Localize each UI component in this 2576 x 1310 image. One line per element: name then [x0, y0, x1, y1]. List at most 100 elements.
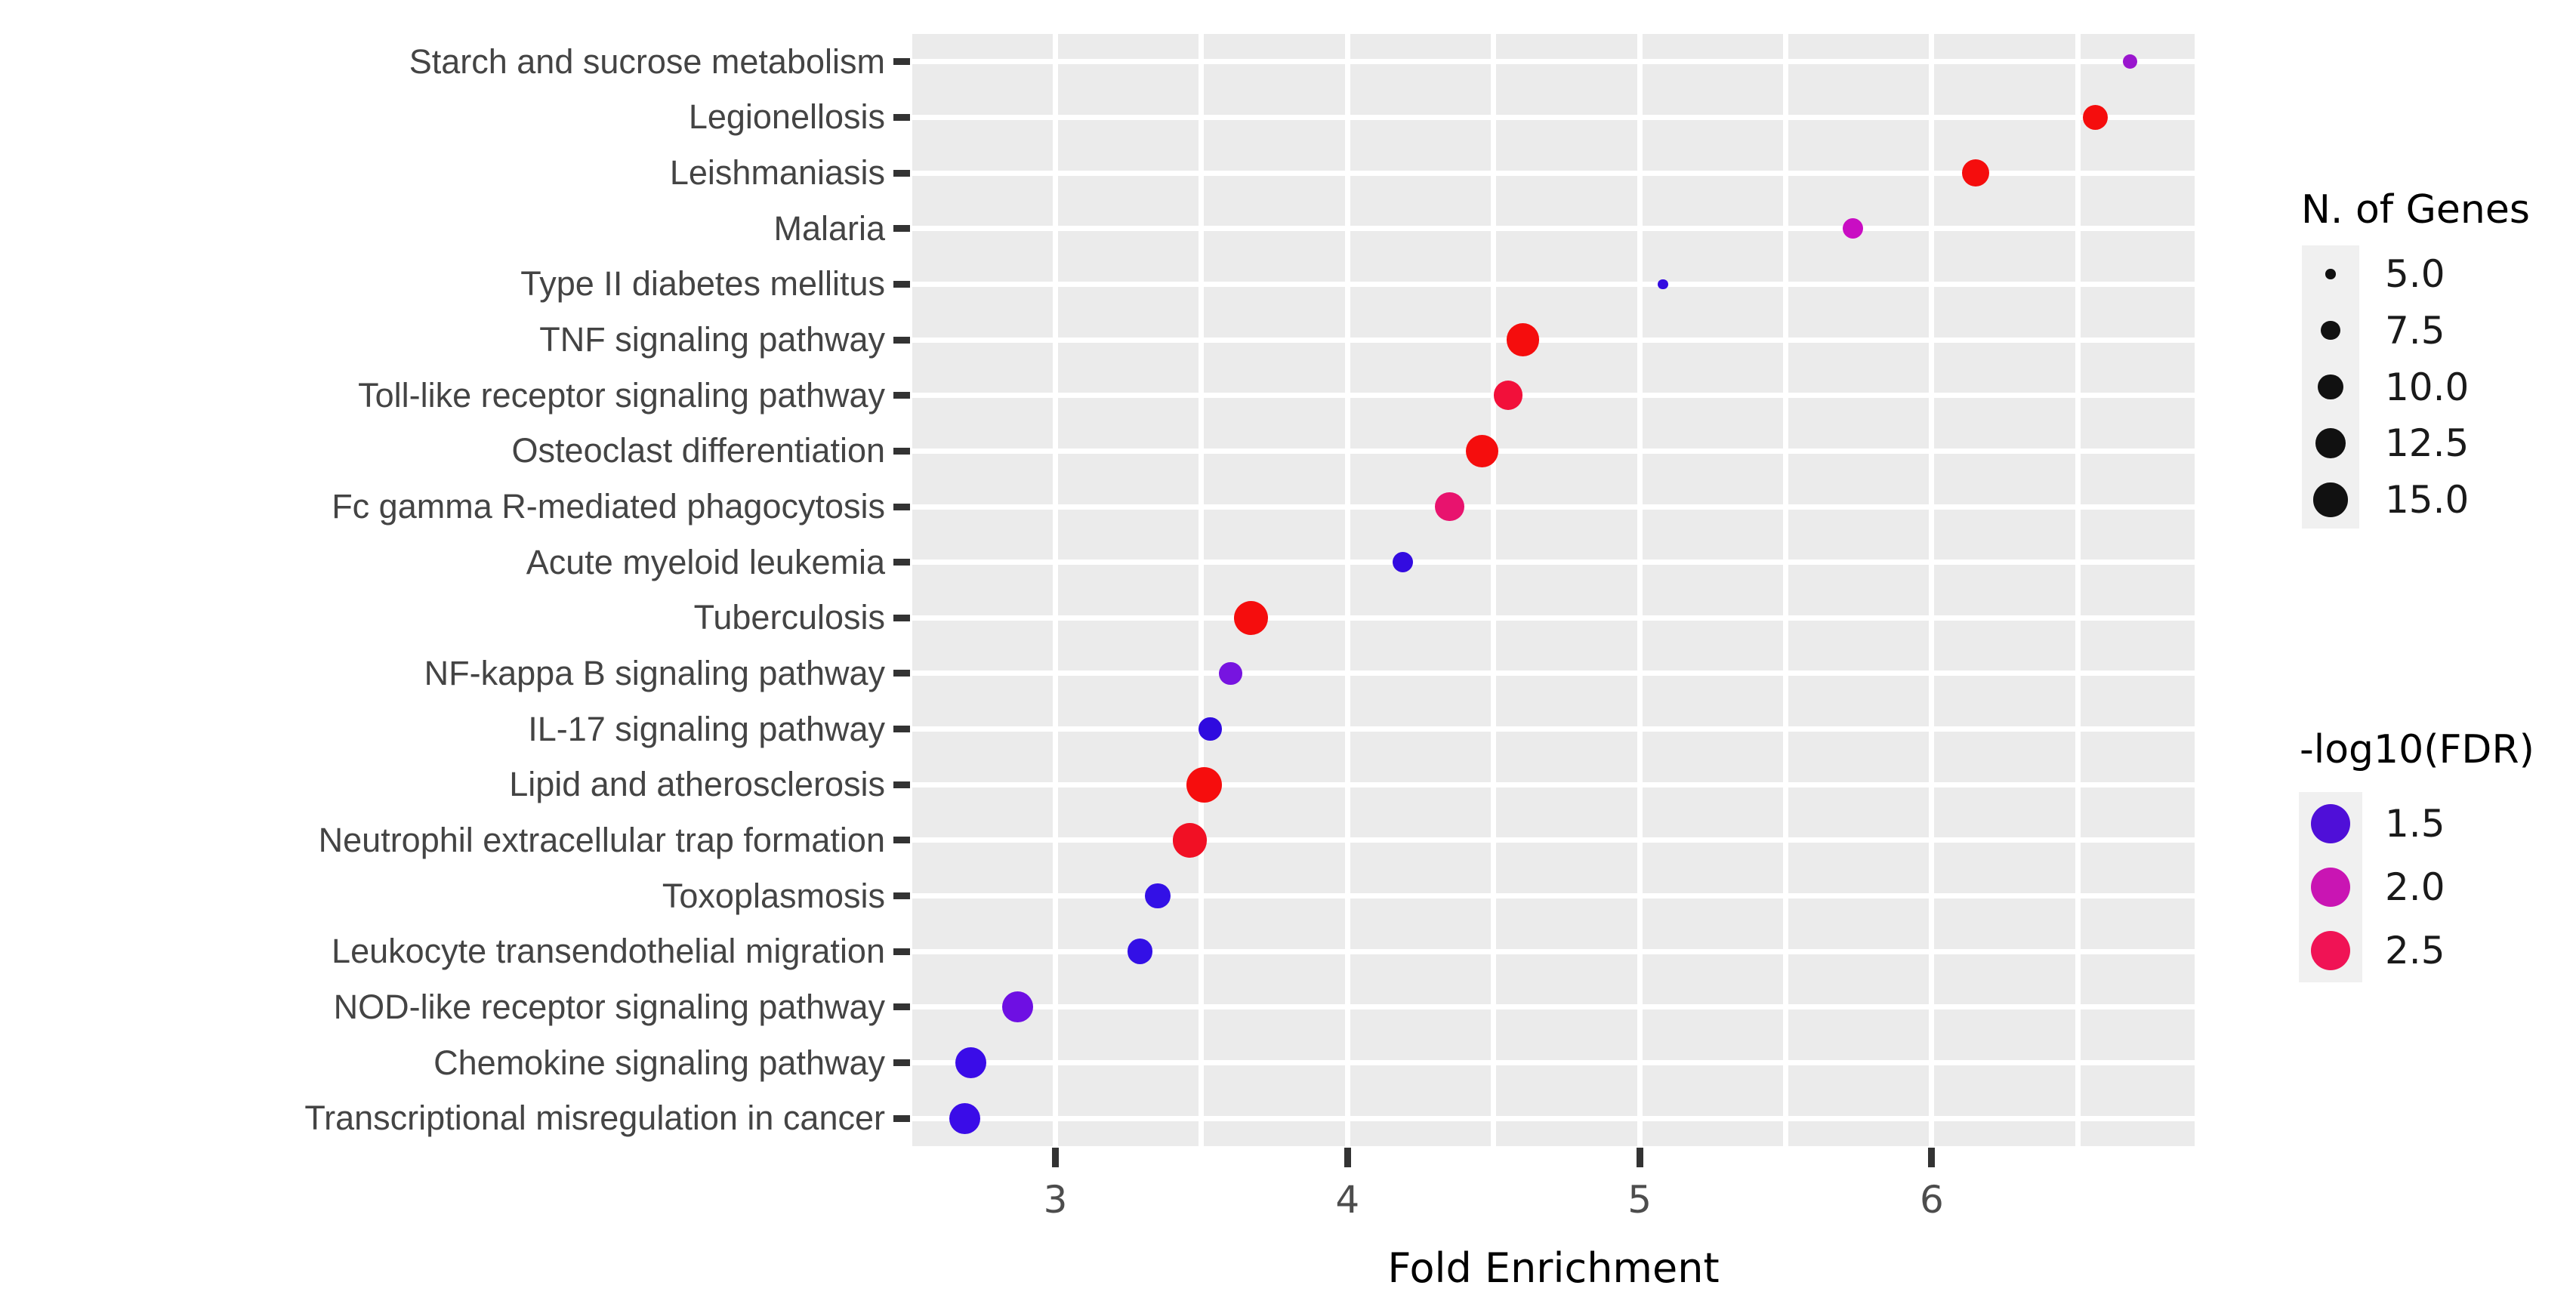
data-point-dot: [2123, 54, 2138, 69]
y-axis-tick: [893, 1114, 910, 1122]
y-axis-category-label: Toxoplasmosis: [662, 876, 885, 915]
gridline-horizontal: [912, 615, 2195, 621]
gridline-vertical: [1782, 34, 1788, 1146]
gridline-horizontal: [912, 893, 2195, 899]
x-axis-tick: [1928, 1148, 1936, 1167]
gridline-horizontal: [912, 170, 2195, 176]
y-axis-category-label: Tuberculosis: [693, 598, 885, 637]
y-axis-category-label: Neutrophil extracellular trap formation: [318, 820, 885, 859]
y-axis-category-label: TNF signaling pathway: [539, 320, 885, 359]
size-legend-label: 12.5: [2385, 421, 2470, 466]
gridline-horizontal: [912, 393, 2195, 399]
y-axis-category-label: Osteoclast differentiation: [511, 431, 885, 470]
data-point-dot: [1842, 218, 1864, 239]
y-axis-tick: [893, 169, 910, 177]
data-point-dot: [1219, 661, 1242, 686]
gridline-horizontal: [912, 1004, 2195, 1010]
gridline-horizontal: [912, 559, 2195, 566]
gridline-vertical: [1637, 34, 1643, 1146]
gridline-vertical: [2075, 34, 2081, 1146]
gridline-horizontal: [912, 726, 2195, 732]
y-axis-category-label: Type II diabetes mellitus: [520, 264, 885, 304]
size-legend-label: 15.0: [2385, 478, 2470, 522]
gridline-vertical: [1929, 34, 1935, 1146]
data-point-dot: [1493, 381, 1523, 411]
y-axis-tick: [893, 225, 910, 233]
y-axis-tick: [893, 1003, 910, 1011]
data-point-dot: [1393, 552, 1414, 573]
data-point-dot: [1199, 717, 1222, 741]
y-axis-category-label: Toll-like receptor signaling pathway: [358, 375, 885, 415]
data-point-dot: [1961, 159, 1989, 187]
y-axis-tick: [893, 113, 910, 121]
y-axis-category-label: Malaria: [773, 208, 885, 248]
data-point-dot: [1145, 883, 1171, 909]
size-legend-dot: [2315, 428, 2346, 459]
data-point-dot: [1001, 991, 1033, 1023]
data-point-dot: [1186, 766, 1223, 803]
color-legend-dot: [2311, 804, 2350, 843]
gridline-horizontal: [912, 114, 2195, 120]
size-legend-label: 5.0: [2385, 252, 2445, 296]
y-axis-tick: [893, 447, 910, 455]
y-axis-tick: [893, 781, 910, 788]
size-legend-dot: [2321, 321, 2340, 341]
data-point-dot: [1465, 434, 1498, 467]
y-axis-tick: [893, 503, 910, 510]
data-point-dot: [949, 1102, 981, 1134]
y-axis-category-label: Starch and sucrose metabolism: [409, 42, 885, 81]
x-axis-tick: [1052, 1148, 1060, 1167]
size-legend-dot: [2313, 482, 2348, 517]
gridline-horizontal: [912, 1060, 2195, 1066]
color-legend-title: -log10(FDR): [2300, 727, 2534, 772]
y-axis-tick: [893, 670, 910, 677]
data-point-dot: [1172, 823, 1208, 858]
y-axis-category-label: Transcriptional misregulation in cancer: [304, 1099, 885, 1138]
gridline-horizontal: [912, 1115, 2195, 1121]
y-axis-category-label: IL-17 signaling pathway: [528, 709, 885, 748]
gridline-horizontal: [912, 504, 2195, 510]
data-point-dot: [1435, 492, 1465, 522]
y-axis-category-label: Legionellosis: [688, 97, 885, 137]
y-axis-category-label: Leishmaniasis: [669, 153, 885, 193]
y-axis-tick: [893, 58, 910, 66]
gridline-horizontal: [912, 226, 2195, 232]
gridline-vertical: [1491, 34, 1497, 1146]
y-axis-tick: [893, 614, 910, 621]
y-axis-tick: [893, 726, 910, 733]
gridline-horizontal: [912, 281, 2195, 287]
y-axis-category-label: NF-kappa B signaling pathway: [424, 653, 885, 692]
data-point-dot: [2082, 104, 2109, 131]
data-point-dot: [1127, 939, 1153, 964]
size-legend-label: 7.5: [2385, 308, 2445, 353]
data-point-dot: [1506, 323, 1540, 356]
gridline-vertical: [1053, 34, 1059, 1146]
gridline-horizontal: [912, 781, 2195, 788]
size-legend-dot: [2325, 269, 2336, 279]
y-axis-tick: [893, 392, 910, 399]
gridline-horizontal: [912, 337, 2195, 343]
y-axis-tick: [893, 948, 910, 955]
y-axis-tick: [893, 837, 910, 844]
data-point-dot: [1233, 600, 1269, 635]
color-legend-label: 2.0: [2385, 865, 2445, 909]
data-point-dot: [1658, 279, 1668, 290]
color-legend-label: 1.5: [2385, 802, 2445, 846]
x-axis-tick: [1344, 1148, 1351, 1167]
y-axis-tick: [893, 336, 910, 344]
y-axis-tick: [893, 559, 910, 566]
x-axis-tick-label: 4: [1335, 1178, 1360, 1222]
y-axis-category-label: Chemokine signaling pathway: [433, 1043, 885, 1082]
data-point-dot: [955, 1047, 986, 1079]
y-axis-tick: [893, 1059, 910, 1067]
x-axis-tick-label: 3: [1043, 1178, 1068, 1222]
gridline-vertical: [1344, 34, 1350, 1146]
gridline-horizontal: [912, 59, 2195, 65]
size-legend-label: 10.0: [2385, 365, 2470, 409]
y-axis-category-label: NOD-like receptor signaling pathway: [333, 987, 885, 1026]
color-legend-label: 2.5: [2385, 929, 2445, 972]
y-axis-category-label: Acute myeloid leukemia: [526, 542, 885, 581]
x-axis-tick-label: 6: [1919, 1178, 1944, 1222]
gridline-horizontal: [912, 837, 2195, 843]
